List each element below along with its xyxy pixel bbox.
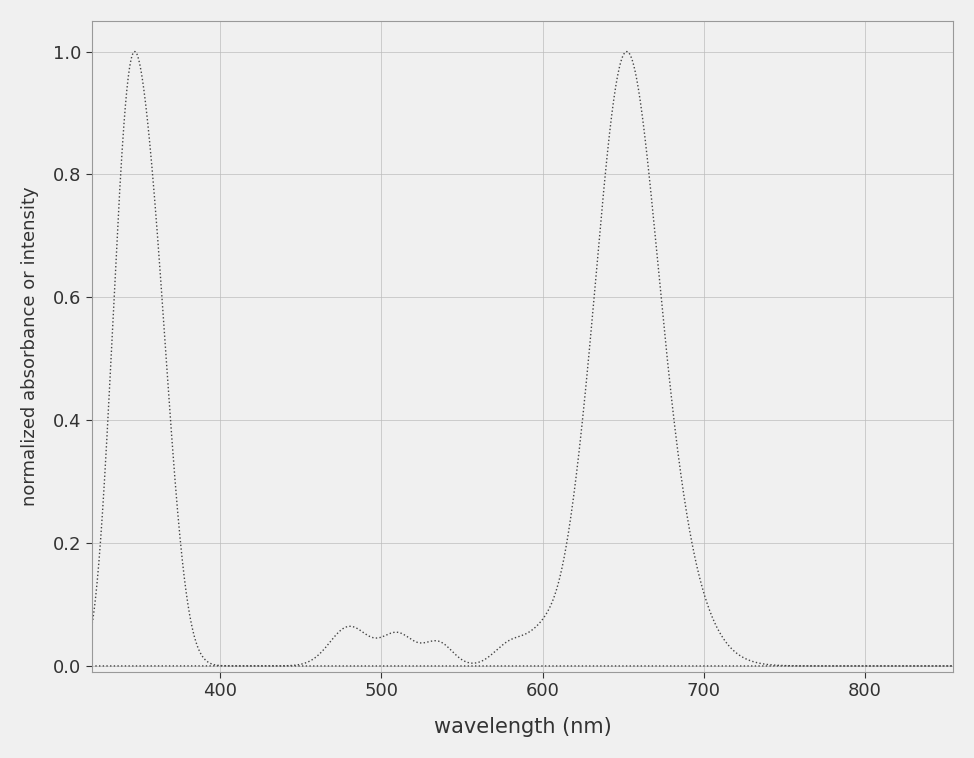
Y-axis label: normalized absorbance or intensity: normalized absorbance or intensity [20,186,39,506]
X-axis label: wavelength (nm): wavelength (nm) [433,717,612,738]
